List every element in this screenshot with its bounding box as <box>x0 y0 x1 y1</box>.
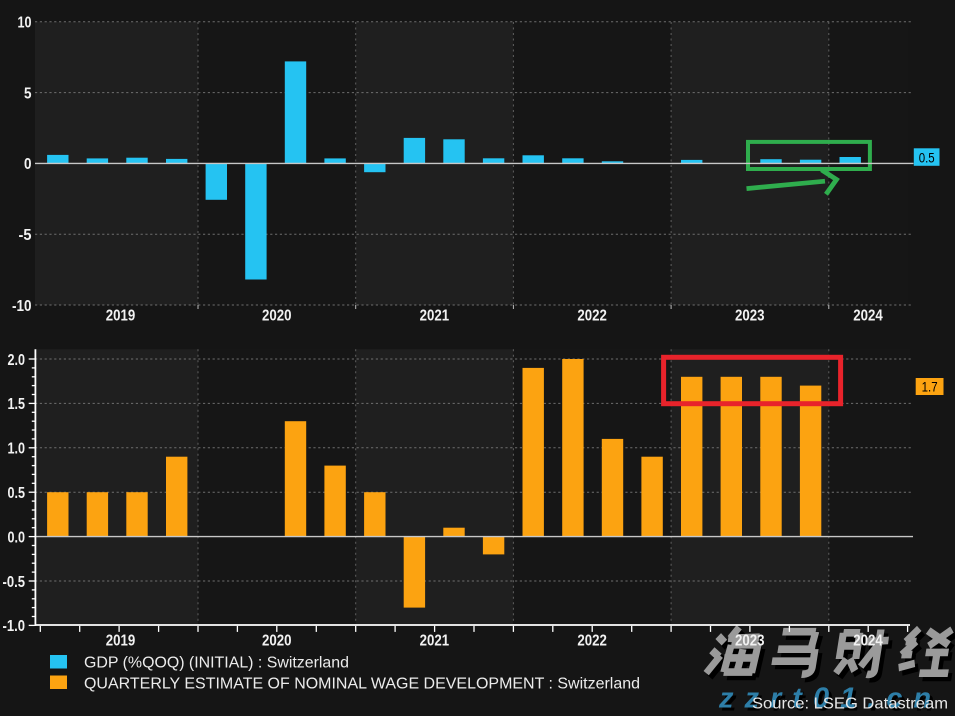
svg-text:2020: 2020 <box>262 308 292 325</box>
svg-text:1.5: 1.5 <box>8 396 26 413</box>
svg-text:2024: 2024 <box>853 633 883 650</box>
svg-text:0.0: 0.0 <box>8 529 26 546</box>
svg-text:-10: -10 <box>12 298 32 315</box>
svg-text:2023: 2023 <box>735 633 765 650</box>
svg-text:2021: 2021 <box>420 633 450 650</box>
svg-text:10: 10 <box>18 15 32 32</box>
svg-text:2019: 2019 <box>106 308 136 325</box>
svg-text:2024: 2024 <box>853 308 883 325</box>
svg-text:1.7: 1.7 <box>922 379 938 395</box>
svg-text:-0.5: -0.5 <box>3 574 26 591</box>
svg-text:2020: 2020 <box>262 633 292 650</box>
svg-text:-5: -5 <box>19 227 32 244</box>
svg-text:2023: 2023 <box>735 308 765 325</box>
svg-text:0.5: 0.5 <box>919 149 935 165</box>
svg-text:5: 5 <box>24 85 32 102</box>
svg-text:2.0: 2.0 <box>8 352 26 369</box>
svg-text:2019: 2019 <box>106 633 136 650</box>
svg-text:2022: 2022 <box>577 308 607 325</box>
svg-text:2021: 2021 <box>420 308 450 325</box>
svg-text:0.5: 0.5 <box>8 485 26 502</box>
svg-text:QUARTERLY ESTIMATE OF NOMINAL: QUARTERLY ESTIMATE OF NOMINAL WAGE DEVEL… <box>84 675 640 692</box>
svg-text:zzrt01.cn: zzrt01.cn <box>721 686 945 716</box>
svg-text:Source: LSEG Datastream: Source: LSEG Datastream <box>752 696 948 713</box>
svg-text:0: 0 <box>24 156 32 173</box>
svg-text:2022: 2022 <box>577 633 607 650</box>
svg-text:1.0: 1.0 <box>8 441 26 458</box>
svg-text:zzrt01.cn: zzrt01.cn <box>718 683 942 715</box>
svg-text:-1.0: -1.0 <box>3 618 26 635</box>
svg-text:GDP (%QOQ) (INITIAL) : Switzer: GDP (%QOQ) (INITIAL) : Switzerland <box>84 655 349 672</box>
